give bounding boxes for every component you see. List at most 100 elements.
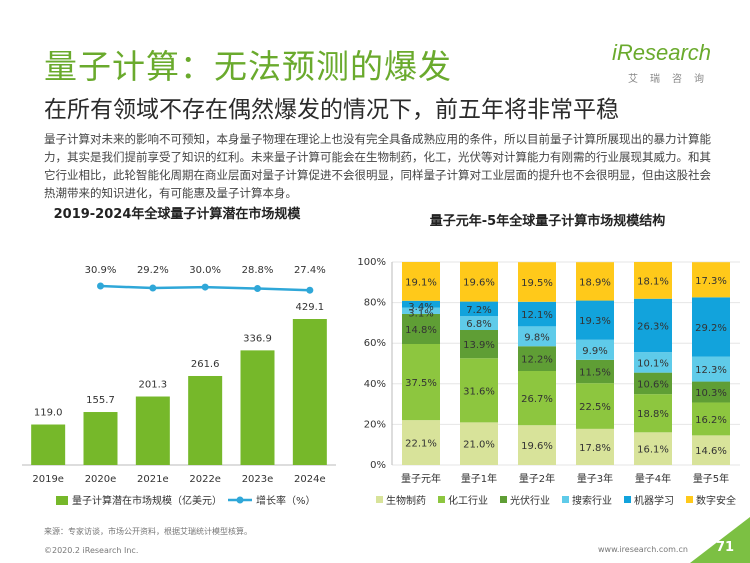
logo-main-text: iResearch	[612, 40, 712, 65]
segment-value-label: 26.7%	[521, 394, 553, 405]
legend-label: 机器学习	[634, 494, 674, 507]
stack-segment-光伏行业	[634, 372, 672, 395]
rate-label: 30.0%	[189, 265, 221, 276]
bar-value-label: 119.0	[34, 408, 63, 419]
bar-2022e	[188, 375, 223, 465]
stack-segment-生物制药	[576, 428, 614, 465]
y-tick-label: 20%	[364, 419, 386, 430]
legend-swatch-生物制药	[376, 496, 383, 503]
segment-value-label: 21.0%	[463, 440, 495, 451]
segment-value-label: 16.1%	[637, 445, 669, 456]
legend-label-bar: 量子计算潜在市场规模（亿美元）	[72, 494, 222, 507]
segment-value-label: 12.3%	[695, 365, 727, 376]
legend-label-line: 增长率（%）	[256, 494, 316, 507]
segment-value-label: 19.6%	[463, 278, 495, 289]
segment-value-label: 10.3%	[695, 388, 727, 399]
stack-segment-搜索行业	[634, 352, 672, 373]
legend-swatch-机器学习	[624, 496, 631, 503]
bar-value-label: 261.6	[191, 359, 220, 370]
segment-value-label: 16.2%	[695, 415, 727, 426]
bar-value-label: 155.7	[86, 395, 115, 406]
y-tick-label: 60%	[364, 338, 386, 349]
segment-value-label: 7.2%	[466, 305, 491, 316]
segment-value-label: 3.4%	[408, 302, 433, 313]
x-tick-label: 量子元年	[401, 472, 441, 485]
stack-segment-光伏行业	[518, 346, 556, 372]
stack-segment-光伏行业	[460, 330, 498, 359]
bar-2023e	[240, 350, 275, 465]
x-tick-label: 2022e	[189, 474, 221, 485]
stack-segment-机器学习	[576, 300, 614, 340]
page-title: 量子计算：无法预测的爆发	[44, 47, 452, 86]
segment-value-label: 19.6%	[521, 441, 553, 452]
stack-segment-光伏行业	[576, 359, 614, 384]
y-tick-label: 0%	[370, 460, 386, 471]
stack-segment-化工行业	[402, 344, 440, 421]
legend-label: 数字安全	[696, 494, 736, 507]
stack-segment-机器学习	[692, 297, 730, 357]
x-tick-label: 2023e	[242, 474, 274, 485]
stack-segment-机器学习	[634, 298, 672, 353]
legend-label: 搜索行业	[572, 494, 612, 507]
segment-value-label: 9.8%	[524, 332, 549, 343]
body-paragraph: 量子计算对未来的影响不可预知，本身量子物理在理论上也没有完全具备成熟应用的条件，…	[44, 132, 711, 200]
segment-value-label: 6.8%	[466, 319, 491, 330]
x-tick-label: 量子3年	[577, 472, 613, 485]
logo-sub-text: 艾瑞咨询	[628, 74, 716, 85]
segment-value-label: 37.5%	[405, 378, 437, 389]
segment-value-label: 18.8%	[637, 409, 669, 420]
stack-segment-数字安全	[692, 262, 730, 298]
x-tick-label: 量子1年	[461, 472, 497, 485]
page-subtitle: 在所有领域不存在偶然爆发的情况下，前五年将非常平稳	[44, 97, 619, 123]
stack-segment-化工行业	[692, 402, 730, 436]
segment-value-label: 29.2%	[695, 323, 727, 334]
stack-segment-生物制药	[692, 435, 730, 465]
site-url[interactable]: www.iresearch.com.cn	[598, 545, 688, 554]
legend-swatch-marker	[236, 496, 244, 504]
stack-segment-数字安全	[634, 262, 672, 299]
stack-segment-数字安全	[402, 262, 440, 301]
segment-value-label: 22.1%	[405, 439, 437, 450]
stack-segment-生物制药	[634, 432, 672, 465]
bar-2024e	[292, 319, 327, 465]
bar-2019e	[31, 424, 66, 465]
legend-swatch-bar	[56, 496, 68, 505]
stack-segment-数字安全	[576, 262, 614, 301]
segment-value-label: 12.2%	[521, 355, 553, 366]
stack-segment-光伏行业	[402, 313, 440, 345]
segment-value-label: 31.6%	[463, 386, 495, 397]
segment-value-label: 19.5%	[521, 278, 553, 289]
growth-rate-point	[201, 283, 209, 291]
stack-segment-搜索行业	[402, 307, 440, 314]
rate-label: 27.4%	[294, 265, 326, 276]
stack-segment-生物制药	[460, 422, 498, 465]
legend-swatch-搜索行业	[562, 496, 569, 503]
segment-value-label: 17.3%	[695, 276, 727, 287]
stack-segment-数字安全	[518, 262, 556, 302]
x-tick-label: 量子2年	[519, 472, 555, 485]
segment-value-label: 12.1%	[521, 310, 553, 321]
x-tick-label: 量子5年	[693, 472, 729, 485]
growth-rate-point	[306, 286, 314, 294]
y-tick-label: 80%	[364, 298, 386, 309]
x-tick-label: 2019e	[32, 474, 64, 485]
bar-value-label: 429.1	[296, 302, 325, 313]
bar-value-label: 336.9	[243, 333, 272, 344]
x-tick-label: 2024e	[294, 474, 326, 485]
stack-segment-搜索行业	[460, 316, 498, 331]
segment-value-label: 22.5%	[579, 402, 611, 413]
stack-segment-生物制药	[518, 425, 556, 465]
x-tick-label: 量子4年	[635, 472, 671, 485]
rate-label: 30.9%	[85, 265, 117, 276]
growth-rate-point	[254, 285, 261, 293]
corner-decoration	[690, 517, 750, 563]
stack-segment-机器学习	[518, 301, 556, 327]
legend-label: 光伏行业	[510, 494, 550, 507]
segment-value-label: 18.1%	[637, 276, 669, 287]
stack-segment-搜索行业	[576, 339, 614, 360]
iresearch-logo: iResearch 艾瑞咨询	[612, 40, 712, 85]
legend-swatch-光伏行业	[500, 496, 507, 503]
rate-label: 28.8%	[242, 265, 274, 276]
